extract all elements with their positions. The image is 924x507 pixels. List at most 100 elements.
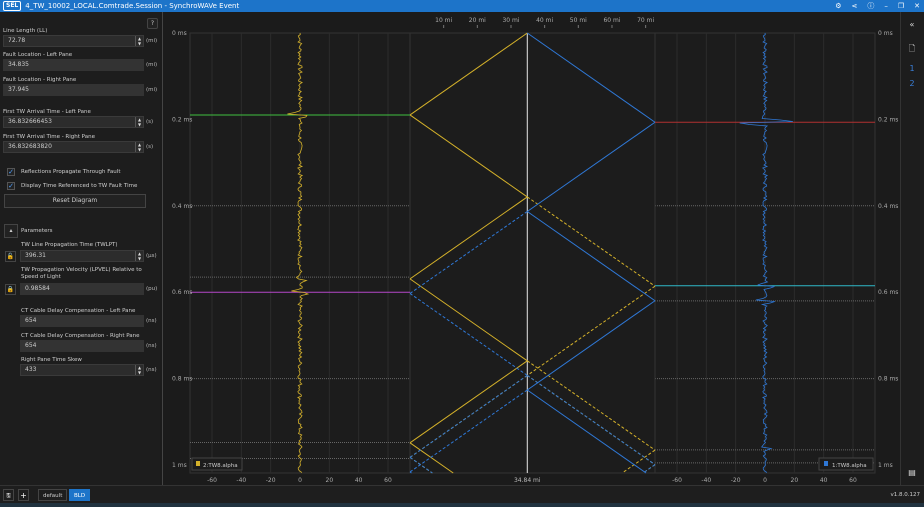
amp-tick-label: 60 xyxy=(849,477,857,484)
sel-logo: SEL xyxy=(3,1,22,11)
amp-tick-label: -20 xyxy=(731,477,741,484)
twlpt-value: 396.31 xyxy=(25,252,46,259)
reset-diagram-button[interactable]: Reset Diagram xyxy=(4,194,146,208)
version-label: v1.8.0.127 xyxy=(890,492,921,498)
display-time-label: Display Time Referenced to TW Fault Time xyxy=(21,183,138,189)
lock-icon[interactable]: 🔒 xyxy=(5,284,16,295)
distance-tick-label: 50 mi xyxy=(570,17,587,24)
tab-bld[interactable]: BLD xyxy=(69,489,91,501)
right-waveform xyxy=(739,32,793,473)
lattice-wave xyxy=(526,375,656,466)
lattice-wave xyxy=(409,375,528,458)
time-tick-right: 0.8 ms xyxy=(878,376,898,383)
time-tick-right: 0.2 ms xyxy=(878,116,898,123)
amp-tick-label: 0 xyxy=(763,477,767,484)
distance-tick-label: 10 mi xyxy=(435,17,452,24)
lattice-wave xyxy=(409,211,528,294)
help-button[interactable]: ? xyxy=(147,18,158,29)
plot-area xyxy=(189,32,876,474)
lattice-wave xyxy=(409,456,433,474)
lattice-wave xyxy=(642,464,656,474)
time-tick-right: 0.6 ms xyxy=(878,289,898,296)
amp-tick-label: -40 xyxy=(701,477,711,484)
lattice-wave xyxy=(526,196,656,287)
spinner[interactable]: ▲ ▼ xyxy=(135,251,143,261)
spinner[interactable]: ▲ ▼ xyxy=(135,117,143,127)
settings-panel: ? Line Length (LL) 72.78 ▲ ▼ (mi) Fault Lo… xyxy=(0,12,160,485)
collapse-parameters-button[interactable]: ▴ xyxy=(4,224,18,238)
distance-tick-label: 60 mi xyxy=(603,17,620,24)
reflections-checkbox[interactable]: ✓ xyxy=(7,168,15,176)
lattice-wave xyxy=(526,389,647,474)
amp-tick-label: -20 xyxy=(266,477,276,484)
gear-icon[interactable]: ⚙ xyxy=(835,2,842,10)
panel-splitter[interactable] xyxy=(162,12,163,485)
amp-tick-label: 20 xyxy=(326,477,334,484)
distance-tick-label: 20 mi xyxy=(469,17,486,24)
lattice-wave xyxy=(526,300,656,391)
legend-left-label: 2:TW8.alpha xyxy=(203,463,238,469)
spinner[interactable]: ▲ ▼ xyxy=(135,365,143,375)
restore-icon[interactable]: ❐ xyxy=(897,2,905,10)
page-2-button[interactable]: 2 xyxy=(909,79,915,88)
arrival-right-value: 36.832683820 xyxy=(8,143,52,150)
lattice-wave xyxy=(621,449,656,474)
arrival-left-input[interactable]: 36.832666453 ▲ ▼ xyxy=(3,116,144,128)
taskbar xyxy=(0,503,924,507)
lpvel-label: TW Propagation Velocity (LPVEL) Relative… xyxy=(21,267,142,280)
fault-right-field: 37.945 xyxy=(3,84,144,96)
lpvel-field: 0.98584 xyxy=(20,283,144,295)
add-tab-button[interactable]: + xyxy=(18,489,29,501)
close-icon[interactable]: ✕ xyxy=(914,2,920,10)
amp-tick-label: -60 xyxy=(672,477,682,484)
unit: (s) xyxy=(146,119,154,125)
skew-label: Right Pane Time Skew xyxy=(21,357,82,363)
spinner[interactable]: ▲ ▼ xyxy=(135,142,143,152)
help-icon[interactable]: ⓘ xyxy=(867,2,875,10)
lattice-wave xyxy=(409,293,528,376)
amp-tick-label: 60 xyxy=(384,477,392,484)
minimize-icon[interactable]: – xyxy=(884,2,888,10)
lattice-wave xyxy=(409,114,528,198)
arrival-left-label: First TW Arrival Time - Left Pane xyxy=(3,109,91,115)
time-tick-left: 0.8 ms xyxy=(172,376,192,383)
unlock-icon[interactable]: 🔓 xyxy=(5,251,16,262)
time-tick-left: 0.2 ms xyxy=(172,116,192,123)
display-time-checkbox[interactable]: ✓ xyxy=(7,182,15,190)
distance-tick-label: 70 mi xyxy=(637,17,654,24)
distance-tick-label: 30 mi xyxy=(502,17,519,24)
unit: (µs) xyxy=(146,253,157,259)
document-icon[interactable]: 🗋 xyxy=(908,44,916,53)
twlpt-label: TW Line Propagation Time (TWLPT) xyxy=(21,242,118,248)
fault-location-label: 34.84 mi xyxy=(514,477,541,484)
arrival-right-input[interactable]: 36.832683820 ▲ ▼ xyxy=(3,141,144,153)
fault-right-label: Fault Location - Right Pane xyxy=(3,77,77,83)
collapse-sidebar-button[interactable]: « xyxy=(909,20,915,29)
lattice-wave xyxy=(526,211,656,302)
twlpt-input[interactable]: 396.31 ▲ ▼ xyxy=(20,250,144,262)
amp-tick-label: 40 xyxy=(820,477,828,484)
fault-left-label: Fault Location - Left Pane xyxy=(3,52,73,58)
lattice-wave xyxy=(642,464,656,474)
skew-input[interactable]: 433 ▲ ▼ xyxy=(20,364,144,376)
lattice-wave xyxy=(526,375,656,466)
window-title: 4_TW_10002_LOCAL.Comtrade.Session - Sync… xyxy=(25,2,240,10)
spinner[interactable]: ▲ ▼ xyxy=(135,36,143,46)
save-icon[interactable]: 🖫 xyxy=(3,489,14,501)
line-length-label: Line Length (LL) xyxy=(3,28,48,34)
lattice-wave xyxy=(409,442,454,474)
page-1-button[interactable]: 1 xyxy=(909,64,915,73)
legend-swatch-left xyxy=(196,461,200,466)
tab-default[interactable]: default xyxy=(38,489,68,501)
amp-tick-label: -40 xyxy=(236,477,246,484)
calculator-icon[interactable]: ▤ xyxy=(908,468,916,477)
time-tick-right: 0.4 ms xyxy=(878,203,898,210)
unit: (mi) xyxy=(146,87,158,93)
share-icon[interactable]: ⋖ xyxy=(851,2,858,10)
lattice-wave xyxy=(526,360,656,451)
time-tick-left: 0.4 ms xyxy=(172,203,192,210)
line-length-input[interactable]: 72.78 ▲ ▼ xyxy=(3,35,144,47)
skew-value: 433 xyxy=(25,366,37,373)
lattice-wave xyxy=(526,121,656,212)
lattice-wave xyxy=(526,32,656,123)
